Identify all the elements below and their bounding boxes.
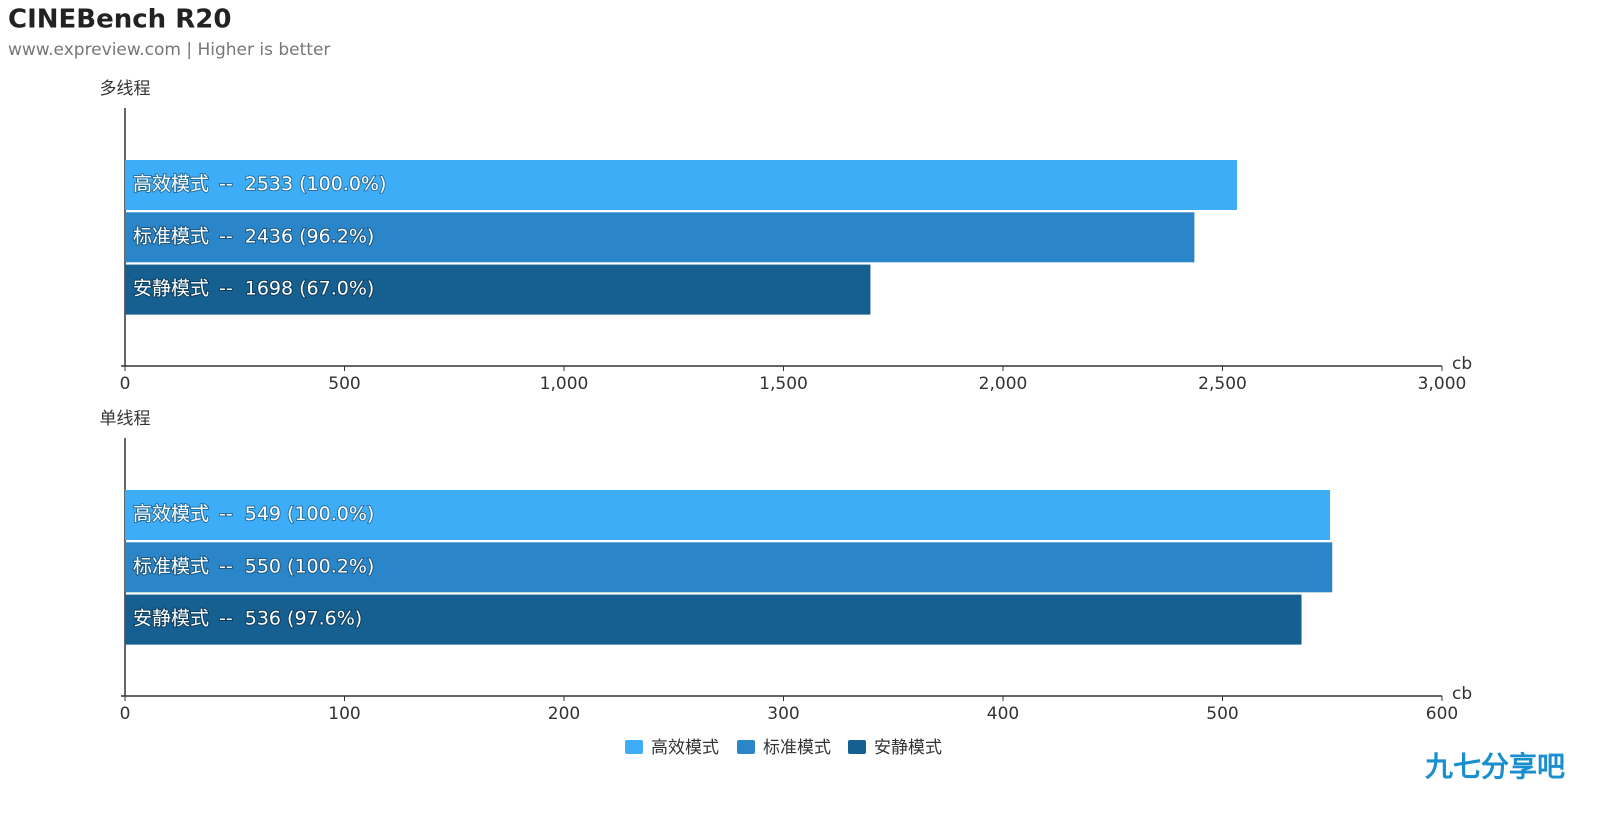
legend-label: 高效模式 xyxy=(651,738,719,758)
legend-swatch xyxy=(848,740,866,754)
bar-label: 安静模式 -- 536 (97.6%) xyxy=(133,607,362,629)
x-tick-label: 200 xyxy=(548,704,580,724)
value-label: 1698 (67.0%) xyxy=(245,277,375,299)
x-axis-unit: cb xyxy=(1452,684,1472,704)
value-label: 2533 (100.0%) xyxy=(245,173,387,195)
x-tick-label: 3,000 xyxy=(1418,374,1467,394)
x-tick-label: 2,000 xyxy=(979,374,1028,394)
x-tick-label: 2,500 xyxy=(1198,374,1247,394)
separator: -- xyxy=(219,173,233,195)
bar-label: 安静模式 -- 1698 (67.0%) xyxy=(133,277,374,299)
bar-label: 标准模式 -- 2436 (96.2%) xyxy=(133,225,374,247)
bar xyxy=(125,594,1302,645)
series-name: 安静模式 xyxy=(133,277,209,299)
x-tick-label: 100 xyxy=(328,704,360,724)
x-tick-label: 500 xyxy=(1206,704,1238,724)
x-tick-label: 1,500 xyxy=(759,374,808,394)
series-name: 标准模式 xyxy=(133,225,209,247)
value-label: 549 (100.0%) xyxy=(245,503,375,525)
legend-label: 标准模式 xyxy=(763,738,831,758)
x-tick-label: 300 xyxy=(767,704,799,724)
value-label: 2436 (96.2%) xyxy=(245,225,375,247)
bar-label: 高效模式 -- 2533 (100.0%) xyxy=(133,173,386,195)
separator: -- xyxy=(219,555,233,577)
x-tick-label: 1,000 xyxy=(540,374,589,394)
bar xyxy=(125,264,871,315)
separator: -- xyxy=(219,607,233,629)
bar-label: 标准模式 -- 550 (100.2%) xyxy=(133,555,374,577)
series-name: 高效模式 xyxy=(133,503,209,525)
legend-swatch xyxy=(737,740,755,754)
bar xyxy=(125,160,1237,210)
legend-swatch xyxy=(625,740,643,754)
bar xyxy=(125,490,1331,540)
axis-title: 多线程 xyxy=(100,79,151,99)
series-name: 标准模式 xyxy=(133,555,209,577)
x-tick-label: 0 xyxy=(120,704,131,724)
x-tick-label: 600 xyxy=(1426,704,1458,724)
legend-label: 安静模式 xyxy=(874,738,942,758)
series-name: 高效模式 xyxy=(133,173,209,195)
watermark: 九七分享吧 xyxy=(1425,750,1565,783)
bar-label: 高效模式 -- 549 (100.0%) xyxy=(133,503,374,525)
separator: -- xyxy=(219,503,233,525)
subtitle: www.expreview.com | Higher is better xyxy=(8,40,330,60)
title: CINEBench R20 xyxy=(8,5,231,35)
bar xyxy=(125,542,1333,593)
axis-title: 单线程 xyxy=(100,409,151,429)
separator: -- xyxy=(219,225,233,247)
value-label: 550 (100.2%) xyxy=(245,555,375,577)
x-tick-label: 400 xyxy=(987,704,1019,724)
value-label: 536 (97.6%) xyxy=(245,607,363,629)
x-axis-unit: cb xyxy=(1452,354,1472,374)
bar xyxy=(125,212,1195,263)
series-name: 安静模式 xyxy=(133,607,209,629)
separator: -- xyxy=(219,277,233,299)
x-tick-label: 0 xyxy=(120,374,131,394)
x-tick-label: 500 xyxy=(328,374,360,394)
